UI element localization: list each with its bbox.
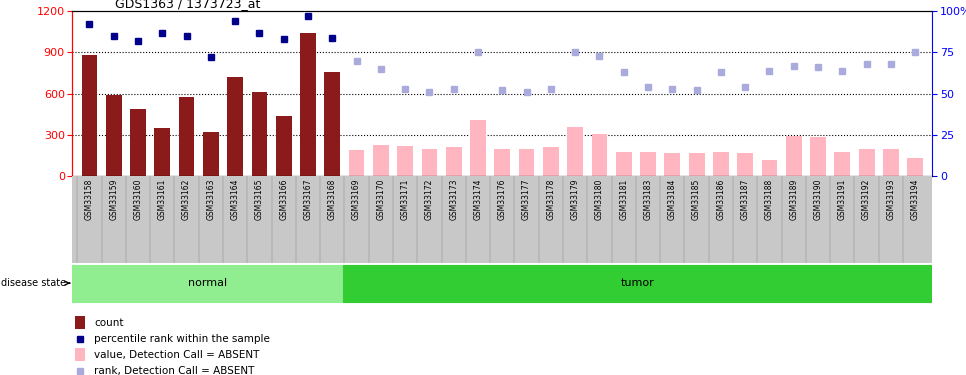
Bar	[810, 137, 826, 176]
Bar	[761, 160, 778, 176]
Bar	[325, 72, 340, 176]
Bar	[203, 132, 218, 176]
Text: GSM33161: GSM33161	[157, 179, 167, 220]
Text: GSM33166: GSM33166	[279, 179, 288, 220]
Bar	[567, 127, 583, 176]
Bar	[640, 152, 656, 176]
Bar	[470, 120, 486, 176]
Text: GSM33191: GSM33191	[838, 179, 847, 220]
Bar	[519, 149, 534, 176]
Text: tumor: tumor	[620, 278, 654, 288]
Bar	[227, 77, 243, 176]
Bar	[421, 149, 438, 176]
Text: GSM33173: GSM33173	[449, 179, 458, 220]
Text: GSM33169: GSM33169	[352, 179, 361, 220]
Bar	[343, 265, 932, 302]
Text: GSM33192: GSM33192	[862, 179, 871, 220]
Bar	[276, 116, 292, 176]
Bar	[179, 96, 194, 176]
Text: normal: normal	[188, 278, 227, 288]
Text: GSM33165: GSM33165	[255, 179, 264, 220]
Text: GSM33167: GSM33167	[303, 179, 313, 220]
Bar	[349, 150, 364, 176]
Bar	[373, 145, 388, 176]
Bar	[713, 152, 728, 176]
Text: GSM33170: GSM33170	[377, 179, 385, 220]
Text: GSM33172: GSM33172	[425, 179, 434, 220]
Text: GSM33190: GSM33190	[813, 179, 822, 220]
Text: GSM33183: GSM33183	[643, 179, 653, 220]
Text: GSM33189: GSM33189	[789, 179, 798, 220]
Bar	[591, 134, 608, 176]
Text: GSM33164: GSM33164	[231, 179, 240, 220]
Text: GSM33162: GSM33162	[183, 179, 191, 220]
Bar	[859, 149, 874, 176]
Bar	[495, 149, 510, 176]
Text: GSM33186: GSM33186	[717, 179, 725, 220]
Bar	[130, 109, 146, 176]
Text: GSM33168: GSM33168	[327, 179, 337, 220]
Text: GSM33180: GSM33180	[595, 179, 604, 220]
Bar	[737, 153, 753, 176]
Bar	[446, 147, 462, 176]
Text: GSM33163: GSM33163	[207, 179, 215, 220]
Bar	[300, 33, 316, 176]
Bar	[75, 316, 85, 329]
Text: GSM33174: GSM33174	[473, 179, 483, 220]
Text: disease state: disease state	[2, 278, 70, 288]
Bar	[81, 55, 98, 176]
Bar	[155, 128, 170, 176]
Text: GSM33160: GSM33160	[133, 179, 143, 220]
Bar	[75, 348, 85, 361]
Bar	[665, 153, 680, 176]
Text: GDS1363 / 1373723_at: GDS1363 / 1373723_at	[116, 0, 261, 10]
Text: GSM33181: GSM33181	[619, 179, 628, 220]
Bar	[72, 265, 343, 302]
Text: GSM33176: GSM33176	[497, 179, 507, 220]
Text: GSM33193: GSM33193	[887, 179, 895, 220]
Bar	[397, 146, 413, 176]
Bar	[907, 158, 923, 176]
Bar	[786, 136, 802, 176]
Bar	[883, 149, 898, 176]
Bar	[616, 152, 632, 176]
Text: value, Detection Call = ABSENT: value, Detection Call = ABSENT	[94, 350, 260, 360]
Text: GSM33177: GSM33177	[522, 179, 531, 220]
Text: GSM33194: GSM33194	[911, 179, 920, 220]
Text: GSM33178: GSM33178	[547, 179, 555, 220]
Text: count: count	[94, 318, 124, 328]
Text: GSM33185: GSM33185	[692, 179, 701, 220]
Bar	[689, 153, 704, 176]
Text: GSM33159: GSM33159	[109, 179, 118, 220]
Text: GSM33188: GSM33188	[765, 179, 774, 220]
Text: GSM33158: GSM33158	[85, 179, 94, 220]
Text: rank, Detection Call = ABSENT: rank, Detection Call = ABSENT	[94, 366, 254, 375]
Bar	[543, 147, 558, 176]
Text: GSM33171: GSM33171	[401, 179, 410, 220]
Text: percentile rank within the sample: percentile rank within the sample	[94, 334, 270, 344]
Bar	[106, 95, 122, 176]
Bar	[251, 92, 268, 176]
Text: GSM33187: GSM33187	[741, 179, 750, 220]
Text: GSM33184: GSM33184	[668, 179, 677, 220]
Bar	[835, 152, 850, 176]
Text: GSM33179: GSM33179	[571, 179, 580, 220]
